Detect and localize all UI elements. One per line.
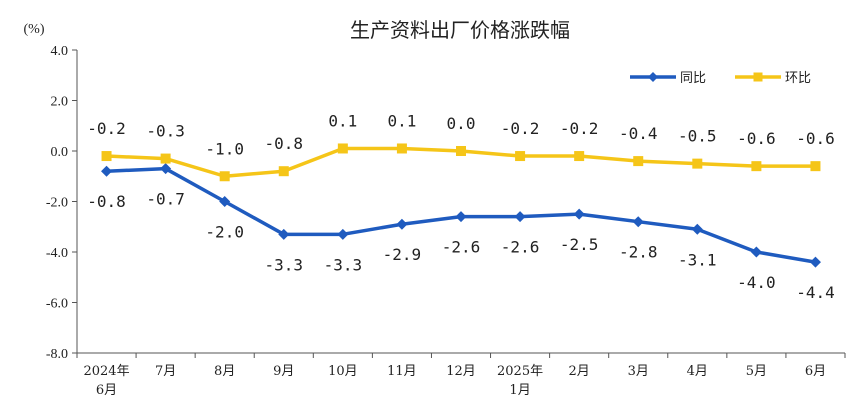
data-point [574, 151, 585, 162]
data-point [278, 166, 289, 177]
data-point [396, 143, 407, 154]
data-point [632, 216, 644, 228]
data-label: -2.0 [205, 223, 244, 242]
data-label: -0.7 [146, 190, 185, 209]
data-point [219, 171, 230, 182]
data-label: -2.9 [383, 245, 422, 264]
data-point [101, 151, 112, 162]
x-tick-label: 8月 [214, 364, 235, 379]
data-label: -0.5 [678, 127, 717, 146]
data-point [101, 165, 113, 177]
data-point [219, 196, 231, 207]
legend-marker [648, 72, 658, 82]
data-label: -4.4 [796, 283, 835, 302]
y-tick-label: -4.0 [46, 246, 68, 261]
chart-title: 生产资料出厂价格涨跌幅 [350, 18, 570, 42]
x-tick-label: 10月 [328, 364, 358, 379]
data-labels: -0.8 -0.7 -2.0 -3.3 -3.3 -2.9 -2.6 -2.6 -2.5 -2.8… [87, 111, 834, 302]
data-point [692, 158, 703, 169]
x-tick-label: 5月 [746, 364, 767, 379]
data-label: -0.8 [87, 192, 126, 211]
data-label: -3.3 [265, 255, 304, 274]
data-label: -2.6 [442, 238, 481, 257]
data-point [337, 228, 349, 240]
data-label: -1.0 [205, 139, 244, 158]
data-point [160, 153, 171, 164]
legend-item-同比: 同比 [630, 71, 706, 86]
y-tick-label: 0.0 [51, 145, 69, 160]
legend-label: 环比 [785, 71, 811, 86]
data-label: -0.2 [87, 119, 126, 138]
data-point [809, 256, 821, 268]
data-point [750, 246, 762, 258]
data-label: -3.3 [324, 255, 363, 274]
data-label: -4.0 [737, 273, 776, 292]
x-tick-label: 3月 [628, 364, 649, 379]
data-label: -0.2 [501, 119, 540, 138]
y-tick-label: 2.0 [51, 95, 69, 110]
data-point [810, 161, 821, 172]
x-tick-label: 9月 [273, 364, 294, 379]
data-label: -0.8 [265, 134, 304, 153]
data-point [396, 218, 408, 230]
x-tick-label: 2025年 1月 [497, 364, 543, 398]
data-point [573, 208, 585, 220]
x-tick-label: 2024年 6月 [83, 364, 129, 398]
data-label: -0.4 [619, 124, 658, 143]
data-point [337, 143, 348, 154]
y-tick-label: 4.0 [51, 44, 69, 59]
x-tick-label: 12月 [446, 364, 476, 379]
data-label: -2.6 [501, 238, 540, 257]
data-label: -0.6 [737, 129, 776, 148]
data-point [514, 211, 526, 223]
data-point [455, 211, 467, 223]
legend: 同比 环比 [630, 71, 811, 86]
series-layer [101, 143, 821, 268]
data-label: -0.3 [146, 122, 185, 141]
data-point [160, 163, 172, 175]
y-tick-label: -6.0 [46, 297, 68, 312]
legend-label: 同比 [680, 71, 706, 86]
data-point [751, 161, 762, 172]
series-环比 [101, 143, 821, 182]
x-tick-label: 4月 [687, 364, 708, 379]
data-label: -0.2 [560, 119, 599, 138]
x-tick-label: 7月 [155, 364, 176, 379]
data-label: -2.8 [619, 243, 658, 262]
legend-marker [753, 72, 763, 82]
axes: 4.0 2.0 0.0 -2.0 -4.0 -6.0 -8.0 2024年 6月 7月 8月 9月 10… [46, 44, 846, 398]
x-tick-label: 11月 [387, 364, 417, 379]
data-point [691, 223, 703, 235]
series-同比 [101, 163, 821, 268]
data-label: -2.5 [560, 235, 599, 254]
data-point [515, 151, 526, 162]
data-point [278, 228, 290, 240]
data-point [456, 146, 466, 156]
x-tick-label: 2月 [569, 364, 590, 379]
x-tick-label: 6月 [805, 364, 826, 379]
legend-item-环比: 环比 [735, 71, 811, 86]
y-tick-label: -2.0 [46, 196, 68, 211]
data-label: 0.1 [328, 111, 357, 130]
data-label: -3.1 [678, 250, 717, 269]
y-axis-unit: (%) [24, 22, 45, 37]
data-label: 0.0 [447, 114, 476, 133]
data-label: -0.6 [796, 129, 835, 148]
data-label: 0.1 [387, 111, 416, 130]
y-tick-label: -8.0 [46, 347, 68, 362]
data-point [633, 156, 644, 167]
